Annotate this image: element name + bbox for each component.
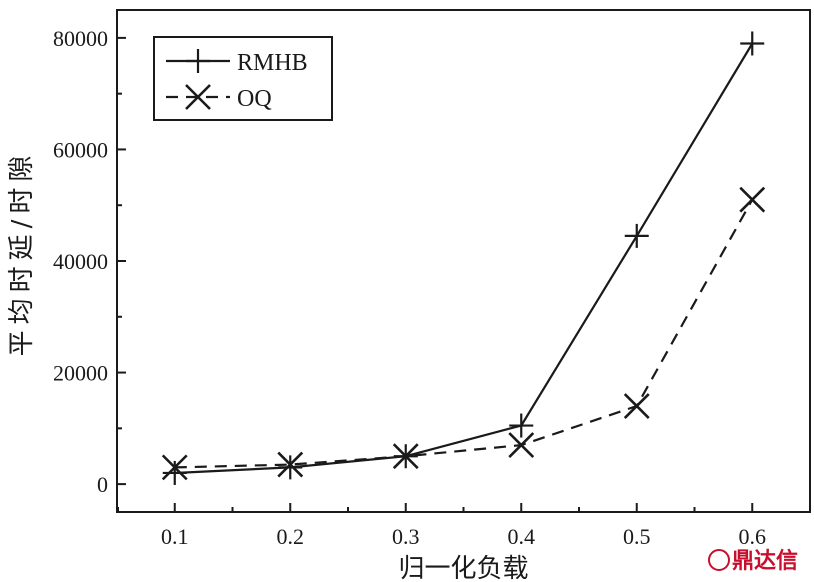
- x-axis-title: 归一化负载: [398, 554, 528, 582]
- legend-label: OQ: [237, 86, 272, 112]
- legend-item: RMHB: [166, 49, 308, 76]
- x-tick-label: 0.5: [623, 524, 651, 549]
- data-point: [623, 393, 650, 419]
- data-point: [509, 413, 534, 438]
- series-rmhb: [162, 31, 765, 485]
- x-marker-b: [277, 451, 304, 478]
- legend: RMHB OQ: [153, 36, 333, 121]
- data-point: [624, 223, 649, 248]
- y-tick-label: 0: [97, 472, 108, 497]
- y-tick-label: 40000: [53, 249, 108, 274]
- series-layer: [161, 31, 766, 485]
- x-marker-b: [739, 186, 766, 213]
- data-point: [278, 455, 303, 480]
- x-tick-label: 0.1: [161, 524, 189, 549]
- legend-label: RMHB: [237, 50, 308, 76]
- data-point: [392, 443, 419, 470]
- x-tick-label: 0.6: [739, 524, 767, 549]
- data-point: [739, 186, 766, 213]
- x-marker-b: [623, 393, 650, 419]
- data-point: [277, 451, 304, 478]
- x-tick-label: 0.3: [392, 524, 420, 549]
- watermark-logo: 鼎达信: [708, 548, 798, 574]
- series-line: [174, 199, 754, 469]
- x-tick-label: 0.2: [277, 524, 305, 549]
- y-tick-label: 20000: [53, 361, 108, 386]
- series-line: [174, 42, 754, 475]
- legend-box: [153, 36, 333, 121]
- x-tick-label: 0.4: [508, 524, 536, 549]
- y-tick-label: 80000: [53, 26, 108, 51]
- x-marker-b: [161, 454, 188, 481]
- data-point: [162, 460, 187, 485]
- x-marker-b: [185, 84, 211, 110]
- y-tick-label: 60000: [53, 137, 108, 162]
- series-oq: [161, 186, 766, 481]
- x-marker-b: [508, 432, 535, 458]
- watermark-seal-icon: [708, 549, 730, 571]
- data-point: [508, 432, 535, 458]
- legend-item: OQ: [166, 84, 272, 112]
- x-marker-b: [392, 443, 419, 470]
- y-axis-title: 平均时延/时隙: [7, 150, 37, 357]
- data-point: [161, 454, 188, 481]
- data-point: [740, 31, 765, 56]
- watermark-text: 鼎达信: [732, 548, 798, 574]
- axes: 0 20000 40000 60000 80000 0.1 0.2 0.3 0.4 0.5 0.6: [53, 26, 766, 549]
